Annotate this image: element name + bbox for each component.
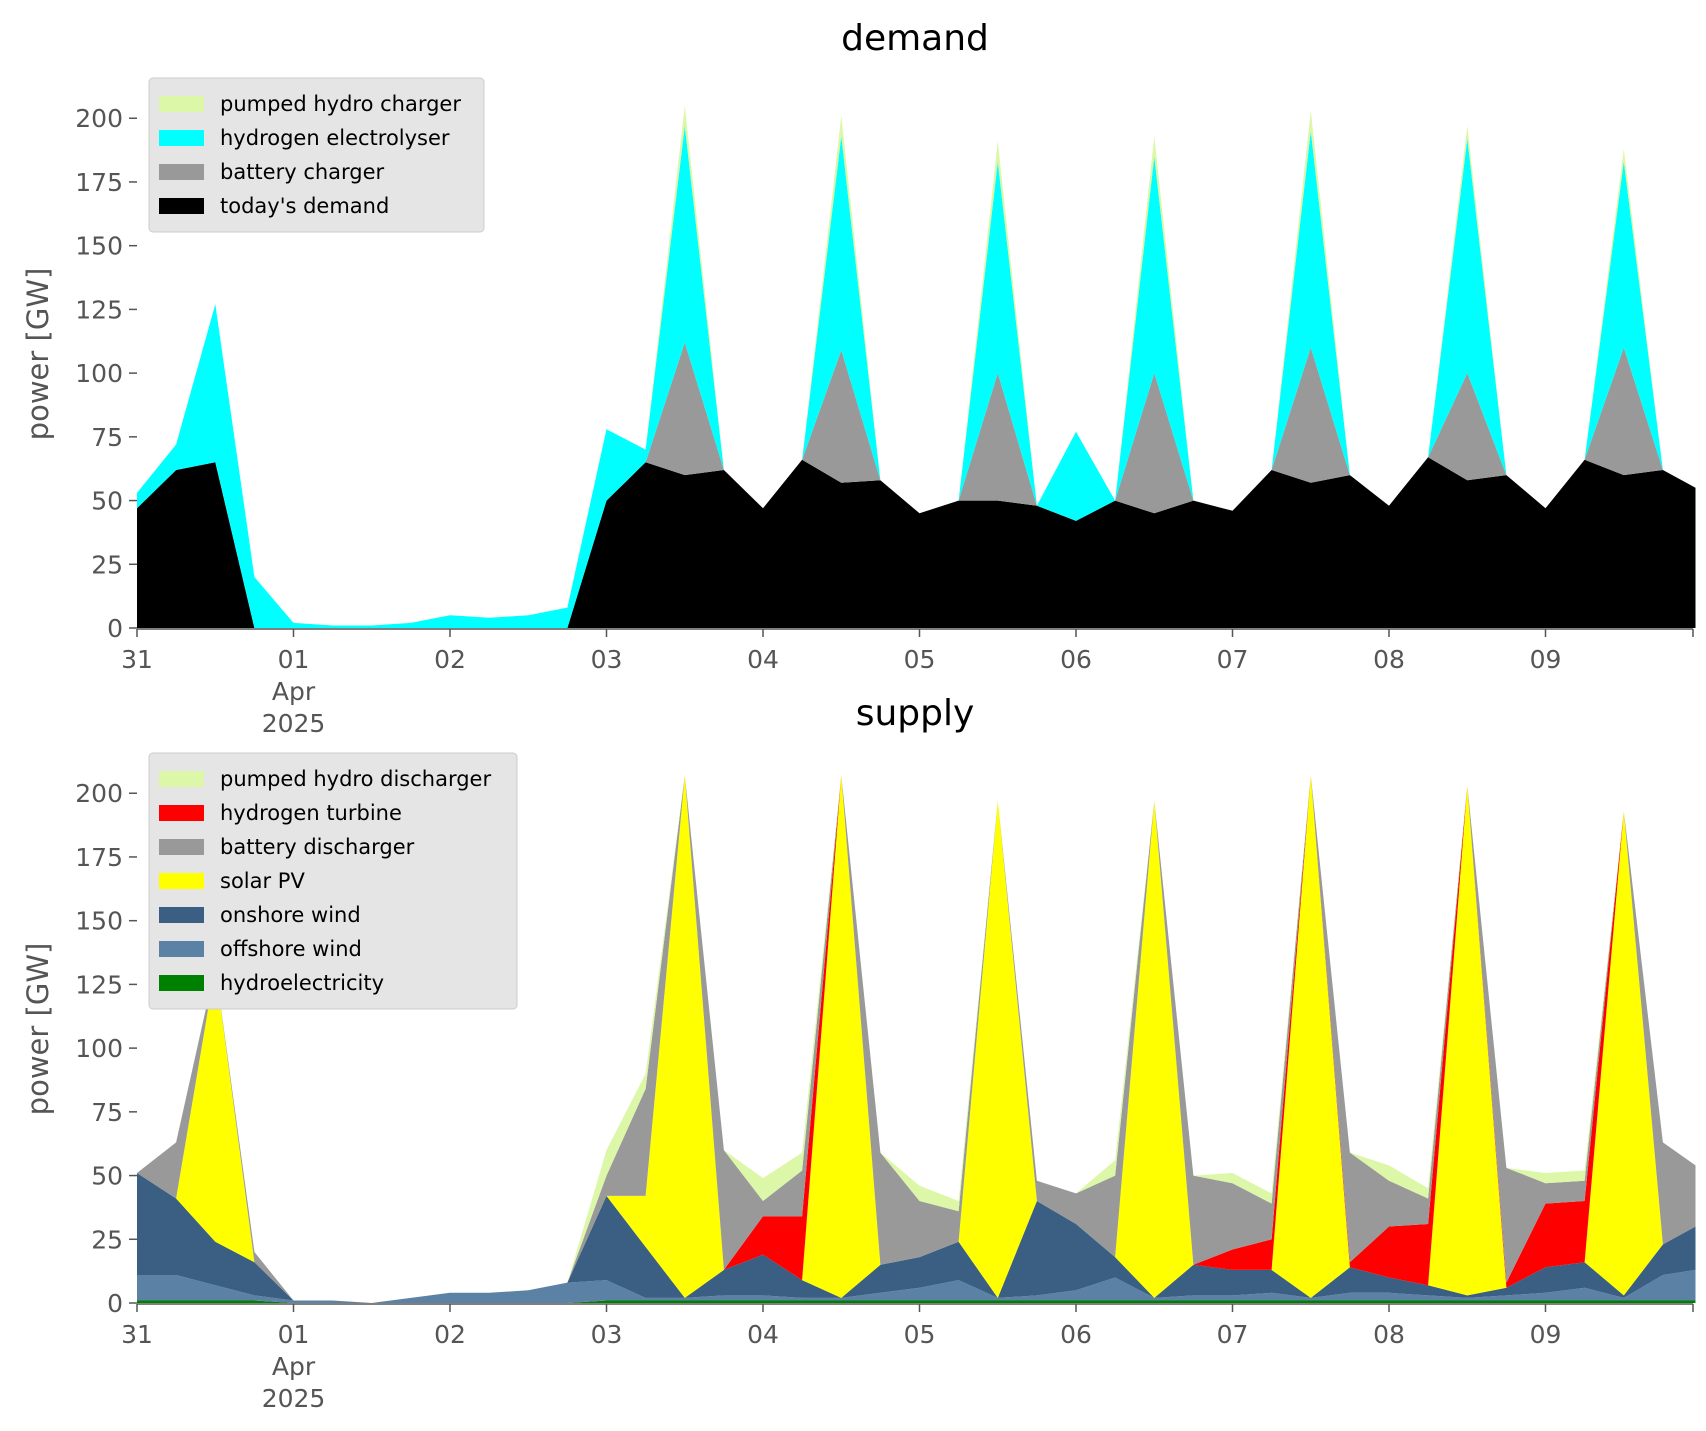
legend-swatch: [159, 873, 204, 889]
x-tick-label: 05: [904, 645, 936, 674]
legend-swatch: [159, 907, 204, 923]
x-tick-label: 02: [434, 1320, 466, 1349]
y-tick-label: 175: [75, 168, 123, 197]
x-tick-label: 03: [591, 645, 623, 674]
chart-title: demand: [841, 18, 989, 59]
legend-box: [148, 752, 518, 1010]
legend: pumped hydro discharger hydrogen turbine b…: [148, 752, 518, 1010]
legend-label: solar PV: [220, 869, 305, 893]
legend-label: onshore wind: [220, 903, 361, 927]
legend: pumped hydro charger hydrogen electrolyse…: [148, 77, 485, 233]
x-tick-label: 05: [904, 1320, 936, 1349]
y-axis-label: power [GW]: [21, 943, 55, 1116]
panel-demand: demand power [GW] 0 25 50 75 100 125 150 175 200 31…: [21, 18, 1696, 738]
legend-swatch: [159, 771, 204, 787]
area-battery-charger: [137, 342, 1696, 628]
x-tick-label: 04: [747, 1320, 779, 1349]
y-tick-label: 200: [75, 104, 123, 133]
y-tick-label: 0: [107, 614, 123, 643]
y-tick-label: 175: [75, 843, 123, 872]
y-tick-label: 150: [75, 907, 123, 936]
panel-supply: supply power [GW] 0 25 50 75 100 125 150 175 200 31…: [21, 693, 1696, 1413]
legend-label: hydroelectricity: [220, 971, 384, 995]
y-tick-label: 100: [75, 359, 123, 388]
y-tick-label: 75: [91, 1098, 123, 1127]
legend-label: today's demand: [220, 194, 389, 218]
legend-swatch: [159, 805, 204, 821]
legend-swatch: [159, 839, 204, 855]
legend-label: hydrogen turbine: [220, 801, 402, 825]
chart-title: supply: [856, 693, 975, 734]
x-tick-label: 08: [1373, 1320, 1405, 1349]
legend-label: pumped hydro charger: [220, 92, 461, 116]
y-axis-label: power [GW]: [21, 268, 55, 441]
y-tick-label: 50: [91, 1162, 123, 1191]
legend-swatch: [159, 130, 204, 146]
y-tick-label: 0: [107, 1289, 123, 1318]
x-tick-label: 06: [1060, 645, 1092, 674]
y-tick-label: 50: [91, 487, 123, 516]
y-tick-label: 75: [91, 423, 123, 452]
area-solar-pv: [137, 775, 1696, 1303]
y-tick-label: 125: [75, 295, 123, 324]
legend-label: battery charger: [220, 160, 385, 184]
area-hydrogen-electrolyser: [137, 125, 1696, 629]
x-secondary-label: 2025: [262, 709, 326, 738]
legend-swatch: [159, 164, 204, 180]
y-tick-label: 25: [91, 550, 123, 579]
x-secondary-label: 2025: [262, 1384, 326, 1413]
y-tick-label: 25: [91, 1225, 123, 1254]
y-tick-label: 125: [75, 970, 123, 999]
x-secondary-label: Apr: [272, 677, 316, 706]
x-tick-label: 04: [747, 645, 779, 674]
x-tick-label: 31: [121, 1320, 153, 1349]
x-tick-label: 06: [1060, 1320, 1092, 1349]
x-tick-label: 02: [434, 645, 466, 674]
x-tick-label: 03: [591, 1320, 623, 1349]
area-today-s-demand: [137, 457, 1696, 628]
area-offshore-wind: [137, 1269, 1696, 1303]
area-hydroelectricity: [137, 1300, 1696, 1303]
y-tick-label: 150: [75, 232, 123, 261]
x-tick-label: 09: [1530, 645, 1562, 674]
y-tick-label: 100: [75, 1034, 123, 1063]
legend-label: offshore wind: [220, 937, 362, 961]
area-battery-discharger: [137, 775, 1696, 1303]
x-tick-label: 07: [1217, 1320, 1249, 1349]
x-tick-label: 01: [278, 645, 310, 674]
legend-swatch: [159, 96, 204, 112]
legend-swatch: [159, 198, 204, 214]
legend-swatch: [159, 975, 204, 991]
area-onshore-wind: [137, 1173, 1696, 1303]
x-tick-label: 08: [1373, 645, 1405, 674]
x-tick-label: 09: [1530, 1320, 1562, 1349]
y-tick-label: 200: [75, 779, 123, 808]
legend-swatch: [159, 941, 204, 957]
x-secondary-label: Apr: [272, 1352, 316, 1381]
x-tick-label: 31: [121, 645, 153, 674]
x-tick-label: 01: [278, 1320, 310, 1349]
legend-box: [148, 77, 485, 233]
legend-label: hydrogen electrolyser: [220, 126, 450, 150]
x-tick-label: 07: [1217, 645, 1249, 674]
legend-label: battery discharger: [220, 835, 415, 859]
legend-label: pumped hydro discharger: [220, 767, 491, 791]
area-hydrogen-turbine: [137, 775, 1696, 1303]
